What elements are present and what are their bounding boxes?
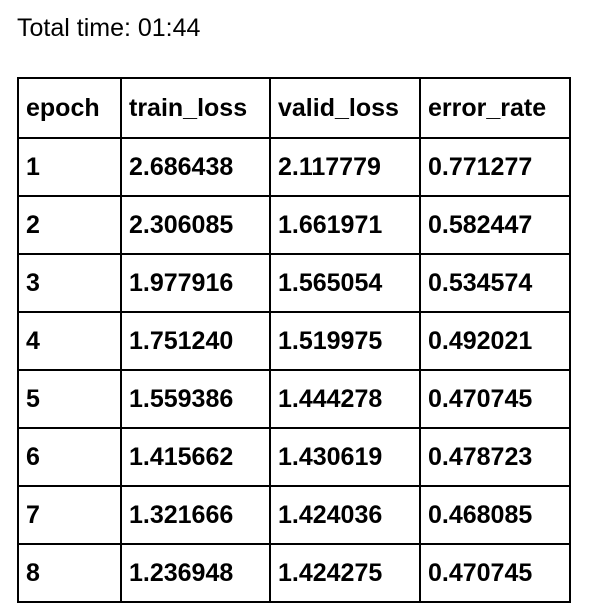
table-row: 8 1.236948 1.424275 0.470745: [17, 543, 571, 603]
table-body: 1 2.686438 2.117779 0.771277 2 2.306085 …: [17, 137, 571, 603]
cell-valid-loss: 1.430619: [269, 427, 421, 487]
cell-error-rate: 0.492021: [419, 311, 571, 371]
cell-train-loss: 1.751240: [120, 311, 271, 371]
table-row: 6 1.415662 1.430619 0.478723: [17, 427, 571, 487]
column-header-epoch: epoch: [17, 77, 122, 139]
cell-error-rate: 0.470745: [419, 543, 571, 603]
cell-epoch: 6: [17, 427, 122, 487]
cell-train-loss: 1.321666: [120, 485, 271, 545]
cell-train-loss: 1.977916: [120, 253, 271, 313]
cell-epoch: 4: [17, 311, 122, 371]
cell-epoch: 8: [17, 543, 122, 603]
column-header-valid-loss: valid_loss: [269, 77, 421, 139]
table-row: 5 1.559386 1.444278 0.470745: [17, 369, 571, 429]
cell-epoch: 5: [17, 369, 122, 429]
cell-epoch: 2: [17, 195, 122, 255]
cell-valid-loss: 1.661971: [269, 195, 421, 255]
table-header-row: epoch train_loss valid_loss error_rate: [17, 77, 571, 139]
cell-epoch: 3: [17, 253, 122, 313]
table-row: 2 2.306085 1.661971 0.582447: [17, 195, 571, 255]
column-header-train-loss: train_loss: [120, 77, 271, 139]
cell-valid-loss: 1.565054: [269, 253, 421, 313]
cell-error-rate: 0.771277: [419, 137, 571, 197]
cell-valid-loss: 1.424275: [269, 543, 421, 603]
cell-train-loss: 1.236948: [120, 543, 271, 603]
cell-valid-loss: 2.117779: [269, 137, 421, 197]
cell-train-loss: 1.415662: [120, 427, 271, 487]
cell-error-rate: 0.470745: [419, 369, 571, 429]
cell-train-loss: 2.686438: [120, 137, 271, 197]
table-row: 1 2.686438 2.117779 0.771277: [17, 137, 571, 197]
cell-train-loss: 1.559386: [120, 369, 271, 429]
cell-error-rate: 0.582447: [419, 195, 571, 255]
cell-epoch: 1: [17, 137, 122, 197]
column-header-error-rate: error_rate: [419, 77, 571, 139]
table-header: epoch train_loss valid_loss error_rate: [17, 77, 571, 139]
cell-train-loss: 2.306085: [120, 195, 271, 255]
cell-error-rate: 0.478723: [419, 427, 571, 487]
cell-valid-loss: 1.424036: [269, 485, 421, 545]
total-time-label: Total time: 01:44: [17, 14, 201, 42]
cell-epoch: 7: [17, 485, 122, 545]
cell-valid-loss: 1.444278: [269, 369, 421, 429]
table-row: 4 1.751240 1.519975 0.492021: [17, 311, 571, 371]
table-row: 7 1.321666 1.424036 0.468085: [17, 485, 571, 545]
cell-valid-loss: 1.519975: [269, 311, 421, 371]
training-results-table: epoch train_loss valid_loss error_rate 1…: [17, 77, 571, 603]
cell-error-rate: 0.468085: [419, 485, 571, 545]
table-row: 3 1.977916 1.565054 0.534574: [17, 253, 571, 313]
cell-error-rate: 0.534574: [419, 253, 571, 313]
